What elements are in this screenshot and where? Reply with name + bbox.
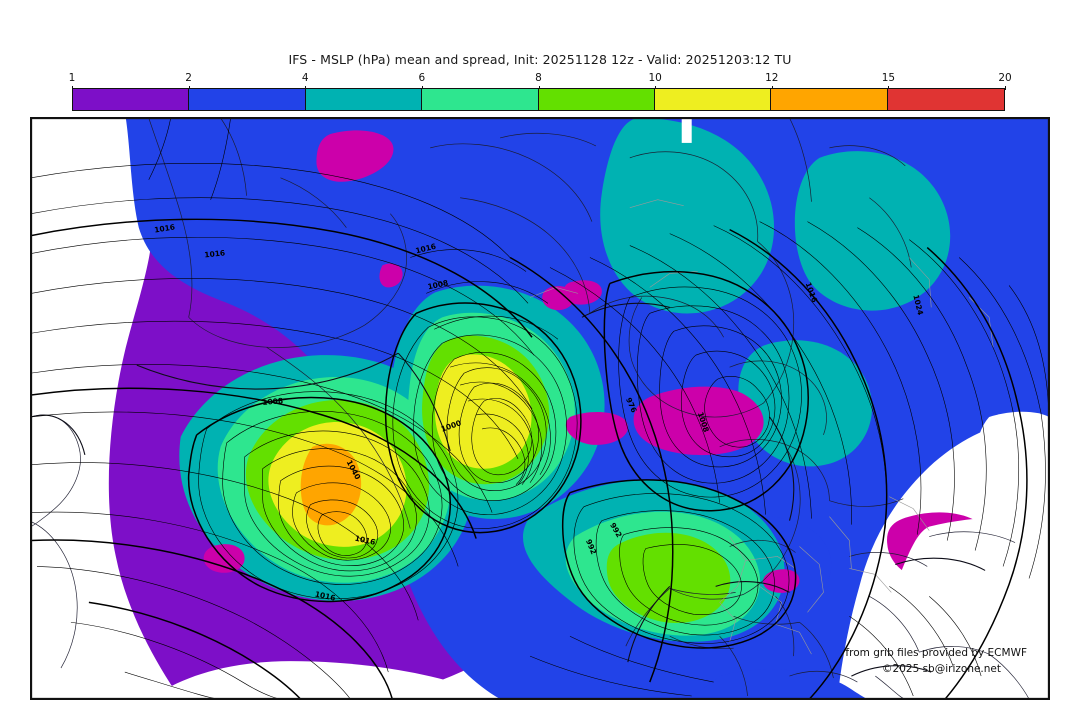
colorbar-tick-6: 6 xyxy=(418,72,426,84)
spread-band-8-10-norwegian xyxy=(606,532,731,624)
coastlines xyxy=(31,118,1030,699)
colorbar-gradient xyxy=(72,88,1005,111)
spread-band-4-6-north xyxy=(600,118,775,314)
colorbar-tick-12: 12 xyxy=(765,72,779,84)
credit-copyright: ©2025 sb@irizone.net xyxy=(882,663,1001,675)
colorbar: 1 2 4 6 8 10 12 15 20 xyxy=(69,72,1012,111)
colorbar-tick-15: 15 xyxy=(881,72,896,84)
colorbar-tick-8: 8 xyxy=(535,72,542,84)
colorbar-segment-10-12 xyxy=(654,89,772,110)
map-void-west xyxy=(31,287,74,517)
map-void-pole xyxy=(681,118,692,143)
mslp-contours xyxy=(31,118,1049,699)
colorbar-tick-20: 20 xyxy=(998,72,1012,84)
map-void-south xyxy=(150,661,501,699)
colorbar-tick-4: 4 xyxy=(301,72,309,84)
map-canvas: 1016 1016 1008 1008 1040 1000 1016 1016 … xyxy=(31,118,1049,699)
map-void-southwest xyxy=(31,536,140,699)
svg-text:1016: 1016 xyxy=(354,534,376,547)
svg-text:1008: 1008 xyxy=(427,278,449,291)
coastlines-major xyxy=(31,302,986,677)
spread-shading xyxy=(31,118,1049,699)
spread-band-12-15-atlantic xyxy=(300,443,362,526)
colorbar-tick-labels: 1 2 4 6 8 10 12 15 20 xyxy=(68,70,1012,90)
colorbar-segment-8-10 xyxy=(538,89,655,110)
map-void-east-coast xyxy=(975,411,1049,537)
svg-text:1016: 1016 xyxy=(154,222,176,234)
page-title: IFS - MSLP (hPa) mean and spread, Init: … xyxy=(288,52,792,67)
spread-band-4-6-baltic xyxy=(738,340,873,467)
spread-band-4-6-ne xyxy=(794,151,951,311)
colorbar-tickmark-20 xyxy=(1005,86,1006,90)
spread-band-2-4-iberia xyxy=(689,669,868,699)
svg-text:1016: 1016 xyxy=(314,590,336,603)
colorbar-segment-6-8 xyxy=(422,89,539,110)
credit-source: from grib files provided by ECMWF xyxy=(845,647,1027,659)
colorbar-segment-4-6 xyxy=(305,89,423,110)
colorbar-segment-12-15 xyxy=(771,89,888,110)
colorbar-segment-2-4 xyxy=(189,89,306,110)
weather-map[interactable]: 1016 1016 1008 1008 1040 1000 1016 1016 … xyxy=(30,117,1050,700)
svg-text:1008: 1008 xyxy=(262,396,284,407)
svg-text:1016: 1016 xyxy=(204,248,226,259)
colorbar-tick-2: 2 xyxy=(185,72,192,84)
colorbar-tick-10: 10 xyxy=(648,72,662,84)
colorbar-tick-1: 1 xyxy=(68,72,76,84)
colorbar-segment-1-2 xyxy=(73,89,190,110)
colorbar-segment-15-20 xyxy=(887,89,1004,110)
map-frame xyxy=(31,118,1049,699)
